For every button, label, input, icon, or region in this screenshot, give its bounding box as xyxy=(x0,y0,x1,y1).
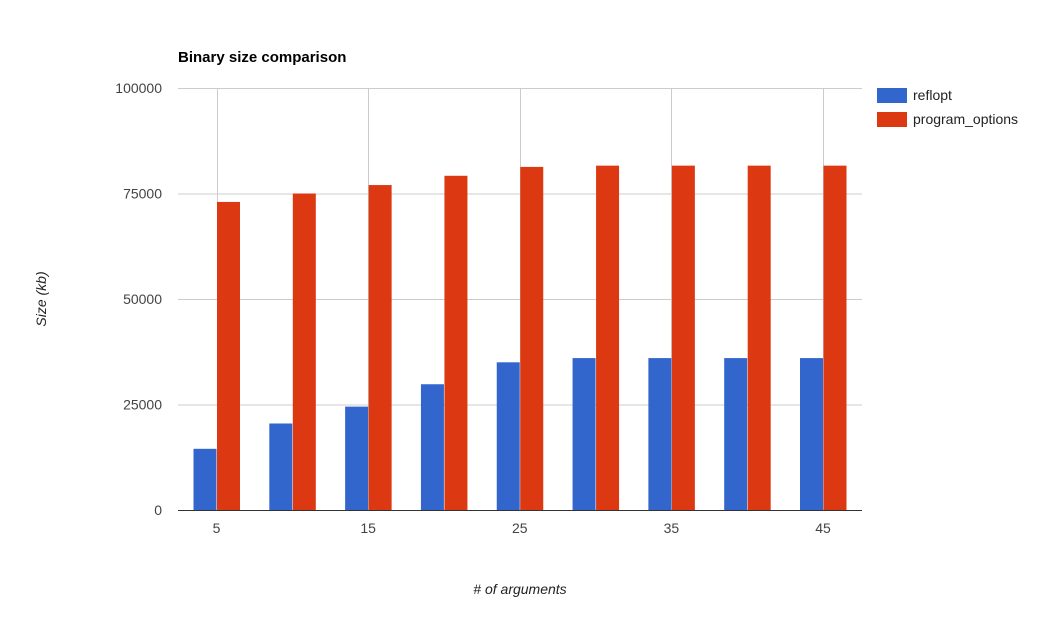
x-axis-title: # of arguments xyxy=(473,581,566,597)
legend-label-reflopt: reflopt xyxy=(913,87,952,103)
bar-reflopt-10 xyxy=(269,423,293,510)
bar-reflopt-40 xyxy=(724,358,748,510)
y-tick-label-75000: 75000 xyxy=(123,186,162,202)
bar-program_options-45 xyxy=(823,165,847,510)
bar-reflopt-45 xyxy=(800,358,823,510)
legend: reflopt program_options xyxy=(877,87,1018,127)
axis-layer: 0 25000 50000 75000 100000 5 15 25 35 45 xyxy=(115,80,862,536)
bar-program_options-20 xyxy=(444,175,468,510)
y-tick-label-100000: 100000 xyxy=(115,80,162,96)
x-tick-label-35: 35 xyxy=(664,520,680,536)
legend-swatch-program_options xyxy=(877,112,907,127)
y-tick-label-50000: 50000 xyxy=(123,291,162,307)
x-tick-label-15: 15 xyxy=(360,520,376,536)
bar-reflopt-15 xyxy=(345,406,369,510)
x-tick-label-45: 45 xyxy=(815,520,831,536)
x-tick-label-25: 25 xyxy=(512,520,528,536)
chart-title: Binary size comparison xyxy=(178,49,346,66)
bar-reflopt-20 xyxy=(420,384,444,510)
bar-reflopt-5 xyxy=(193,448,217,510)
bars-layer xyxy=(193,165,847,510)
legend-swatch-reflopt xyxy=(877,88,907,103)
y-axis-title: Size (kb) xyxy=(33,271,49,326)
y-tick-label-25000: 25000 xyxy=(123,397,162,413)
y-tick-label-0: 0 xyxy=(154,502,162,518)
bar-program_options-5 xyxy=(217,201,240,510)
bar-program_options-10 xyxy=(292,193,316,510)
legend-label-program_options: program_options xyxy=(913,111,1018,127)
bar-reflopt-35 xyxy=(648,358,672,510)
bar-program_options-30 xyxy=(596,165,620,510)
bar-reflopt-30 xyxy=(572,358,596,510)
bar-reflopt-25 xyxy=(496,362,520,510)
bar-program_options-15 xyxy=(368,185,392,510)
bar-program_options-25 xyxy=(520,166,544,510)
bar-program_options-35 xyxy=(671,165,695,510)
bar-program_options-40 xyxy=(747,165,771,510)
x-tick-label-5: 5 xyxy=(213,520,221,536)
